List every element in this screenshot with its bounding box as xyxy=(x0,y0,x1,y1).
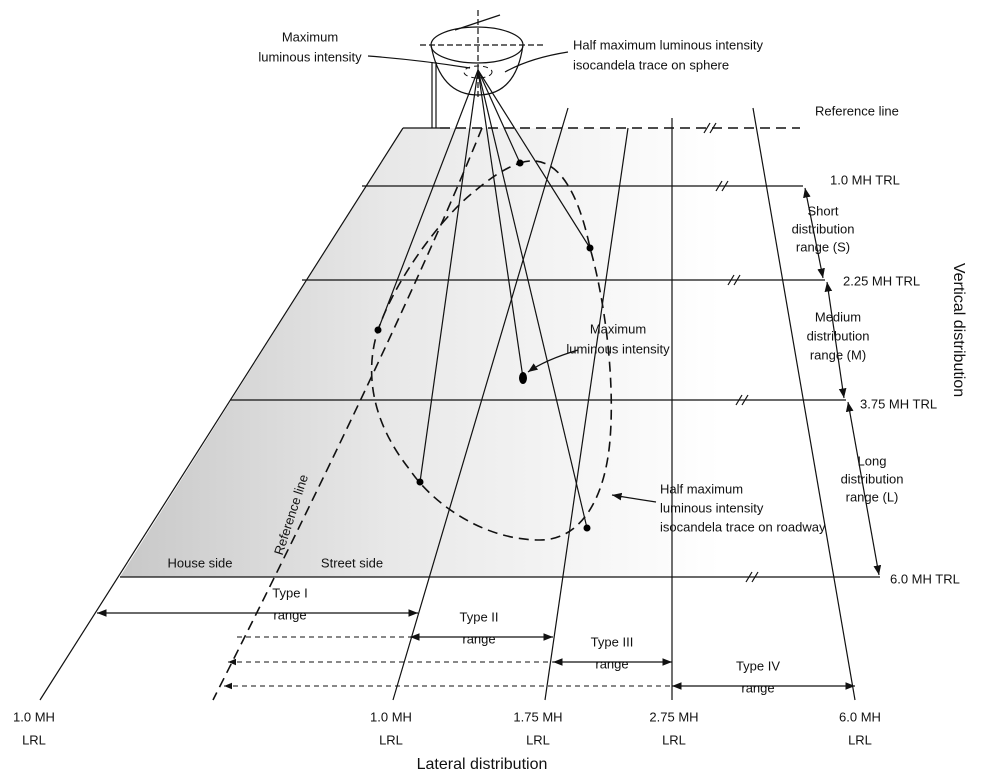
lrl-label: 6.0 MH xyxy=(839,709,881,724)
range-label: distribution xyxy=(841,471,904,486)
break-marks xyxy=(703,122,759,583)
break xyxy=(727,274,741,286)
label: luminous intensity xyxy=(258,49,362,64)
lrl-label: 1.75 MH xyxy=(513,709,562,724)
label: Maximum xyxy=(282,29,338,44)
range-label: distribution xyxy=(792,221,855,236)
break xyxy=(703,122,717,134)
trl-label: 1.0 MH TRL xyxy=(830,172,900,187)
trl-label: 6.0 MH TRL xyxy=(890,571,960,586)
type-label: range xyxy=(273,607,306,622)
sphere-trace xyxy=(463,65,493,79)
range-label: Medium xyxy=(815,309,861,324)
leader xyxy=(527,349,579,373)
type-label: range xyxy=(462,631,495,646)
lrl-label: 1.0 MH xyxy=(370,709,412,724)
points xyxy=(374,159,594,532)
lrl-line xyxy=(752,107,856,701)
point xyxy=(583,524,591,532)
label: isocandela trace on sphere xyxy=(573,57,729,72)
reference-line-diagonal xyxy=(212,127,483,701)
range-label: Long xyxy=(858,453,887,468)
point xyxy=(416,478,424,486)
lrl-label: LRL xyxy=(379,732,403,747)
lrl-label: LRL xyxy=(662,732,686,747)
type-label: range xyxy=(595,656,628,671)
type-label: Type I xyxy=(272,585,307,600)
side-label: House side xyxy=(167,555,232,570)
lrl-line xyxy=(544,127,629,701)
range-label: Short xyxy=(807,203,838,218)
vertical-range-arrows xyxy=(803,187,882,576)
label: luminous intensity xyxy=(660,500,764,515)
range-label: range (M) xyxy=(810,347,866,362)
range-label: range (S) xyxy=(796,239,850,254)
type-range-arrows xyxy=(97,609,855,690)
lrl-line xyxy=(392,107,569,701)
point xyxy=(374,326,382,334)
lrl-label: LRL xyxy=(848,732,872,747)
isocandela-trace xyxy=(370,160,613,541)
roadway-plane xyxy=(120,128,720,577)
break xyxy=(745,571,759,583)
range-arrow xyxy=(845,401,882,576)
leader xyxy=(367,55,471,69)
ray xyxy=(477,69,524,379)
longitudinal-lines xyxy=(39,107,856,701)
rays xyxy=(377,69,591,529)
ray xyxy=(377,69,479,331)
label: luminous intensity xyxy=(566,341,670,356)
lrl-label: LRL xyxy=(22,732,46,747)
type-label: Type III xyxy=(591,634,634,649)
ray xyxy=(419,69,479,483)
arm xyxy=(454,14,501,31)
ray xyxy=(477,69,521,164)
trl-label: 2.25 MH TRL xyxy=(843,273,920,288)
lrl-label: LRL xyxy=(526,732,550,747)
luminaire xyxy=(420,10,545,128)
label: Maximum xyxy=(590,321,646,336)
transverse-lines xyxy=(120,185,880,578)
leader xyxy=(611,492,657,503)
leader xyxy=(504,51,569,73)
range-label: range (L) xyxy=(846,489,899,504)
point xyxy=(586,244,594,252)
range-arrow xyxy=(803,187,825,279)
lrl-label: 1.0 MH xyxy=(13,709,55,724)
break xyxy=(715,180,729,192)
lrl-line xyxy=(39,127,404,701)
leaders xyxy=(367,51,657,503)
break xyxy=(735,394,749,406)
point xyxy=(516,159,524,167)
label: isocandela trace on roadway xyxy=(660,519,826,534)
type-label: Type II xyxy=(459,609,498,624)
type-label: Type IV xyxy=(736,658,780,673)
label: Reference line xyxy=(815,103,899,118)
axis-label: Lateral distribution xyxy=(417,756,548,773)
axis-label: Vertical distribution xyxy=(950,263,967,397)
trl-label: 3.75 MH TRL xyxy=(860,396,937,411)
type-label: range xyxy=(741,680,774,695)
range-arrow xyxy=(824,281,847,399)
lrl-label: 2.75 MH xyxy=(649,709,698,724)
point xyxy=(519,372,527,384)
ray xyxy=(477,69,588,529)
ray xyxy=(477,69,591,249)
side-label: Street side xyxy=(321,555,383,570)
range-label: distribution xyxy=(807,328,870,343)
label: Half maximum xyxy=(660,481,743,496)
label: Half maximum luminous intensity xyxy=(573,37,764,52)
